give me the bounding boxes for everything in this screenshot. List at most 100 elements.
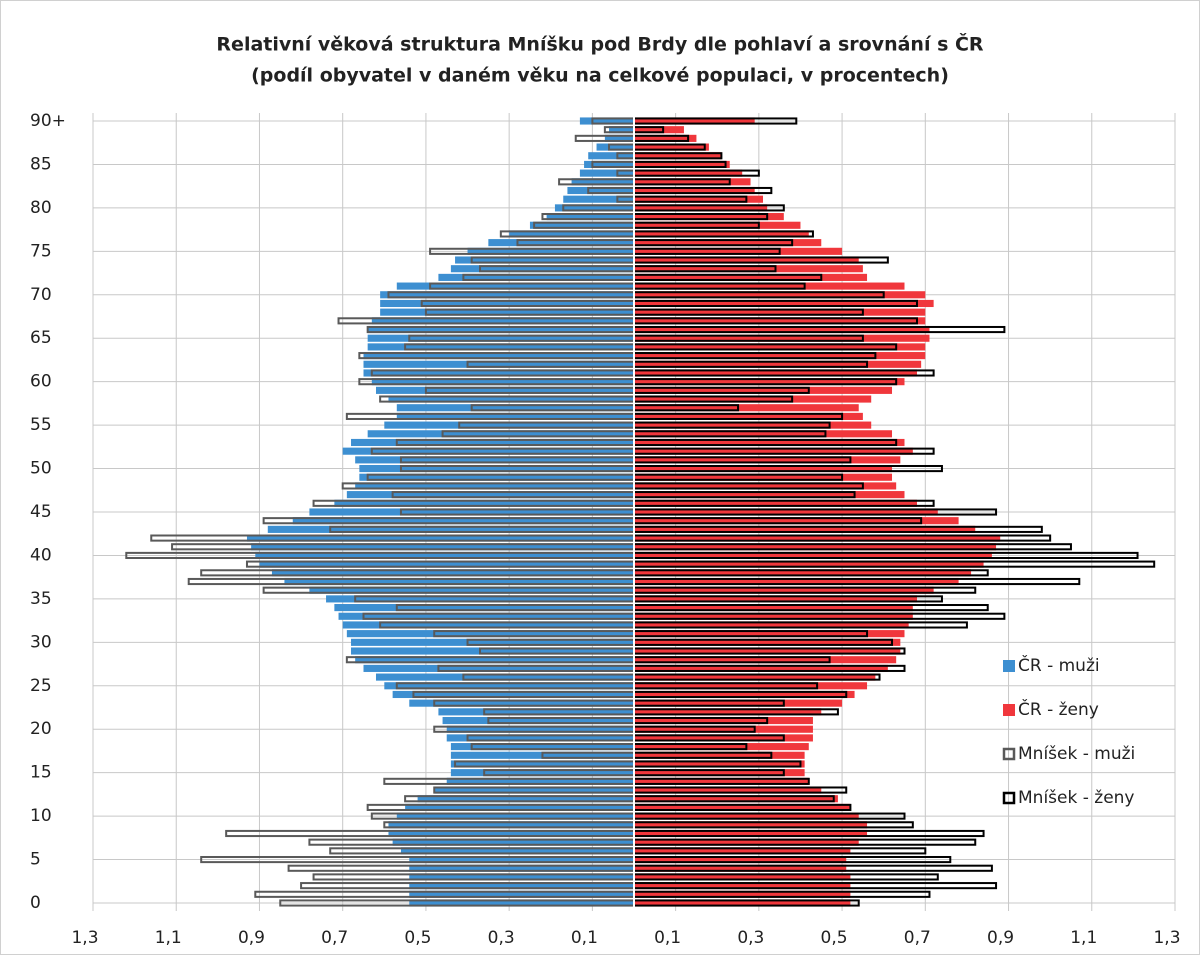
legend-swatch [1003,660,1015,672]
bar [467,247,634,255]
bar [309,508,634,516]
bar [634,534,1001,542]
chart-subtitle: (podíl obyvatel v daném věku na celkové … [251,65,949,87]
legend-label: ČR - muži [1018,654,1100,676]
bar [351,438,634,447]
legend-swatch [1002,791,1016,805]
bar [634,247,843,255]
bar [363,360,634,368]
bar [634,595,917,603]
bar [634,386,893,394]
bar [634,430,893,438]
bar [634,299,934,308]
x-tick-label: 1,1 [1070,928,1097,948]
y-tick-label: 10 [30,806,52,826]
bar [351,647,634,655]
bar [409,873,634,881]
bar [634,282,905,290]
bar [409,890,634,898]
bar [351,638,634,646]
bar [367,343,634,351]
bar [371,317,634,325]
bar [434,786,634,794]
bar [380,299,634,308]
bar [342,621,634,629]
bar [409,864,634,872]
x-tick-label: 0,1 [571,928,598,948]
bar [634,543,997,551]
bar [634,404,859,412]
bar [450,265,634,273]
bar [634,838,859,846]
bar [634,239,822,247]
bar [634,456,901,464]
bar [392,838,634,846]
y-tick-label: 60 [30,372,52,392]
x-tick-label: 0,3 [488,928,515,948]
bar [634,525,976,533]
bar [292,517,634,525]
bar [634,360,922,368]
legend-label: Mníšek - ženy [1018,788,1135,808]
bar [355,456,634,464]
bar [634,482,897,490]
bar [634,725,813,733]
legend-swatch [1003,704,1015,716]
bar [588,152,634,160]
bar [634,438,905,447]
bar [334,604,634,612]
bar [363,664,634,672]
bar [634,829,868,838]
bar [571,178,634,186]
bar [284,577,634,586]
bar [409,699,634,707]
bar [450,760,634,768]
bar [579,169,634,177]
bar [634,647,901,655]
bar [400,847,634,855]
bar [634,560,984,568]
y-tick-label: 35 [30,589,52,609]
bar [450,769,634,777]
bar [546,213,634,221]
bar [438,273,634,281]
bar [380,308,634,316]
bar [388,829,634,838]
y-tick-label: 20 [30,719,52,739]
bar [396,812,634,820]
bar [634,256,859,264]
bar [609,126,634,134]
bar [375,673,634,681]
bar [563,195,634,203]
bar [396,412,634,420]
bar [634,126,684,134]
bar [634,882,851,890]
legend-label: Mníšek - muži [1018,744,1135,764]
y-tick-label: 45 [30,502,52,522]
y-tick-label: 5 [30,850,41,870]
bar [634,786,822,794]
bar [488,239,634,247]
bar [246,534,634,542]
bar [438,708,634,716]
bar [634,890,851,898]
bar [309,586,634,594]
bar [634,169,743,177]
bar [634,734,813,742]
bar [509,230,634,238]
bar [255,551,635,560]
bar [334,499,634,507]
bar [388,821,634,829]
bar [634,812,859,820]
bar [634,334,930,342]
bar [405,803,634,811]
bar [375,386,634,394]
bar [384,682,634,690]
bar [409,899,634,907]
y-tick-label: 50 [30,459,52,479]
bar [634,690,855,699]
bar [396,282,634,290]
bar [634,186,755,195]
bar [338,612,634,620]
bar [259,560,634,568]
